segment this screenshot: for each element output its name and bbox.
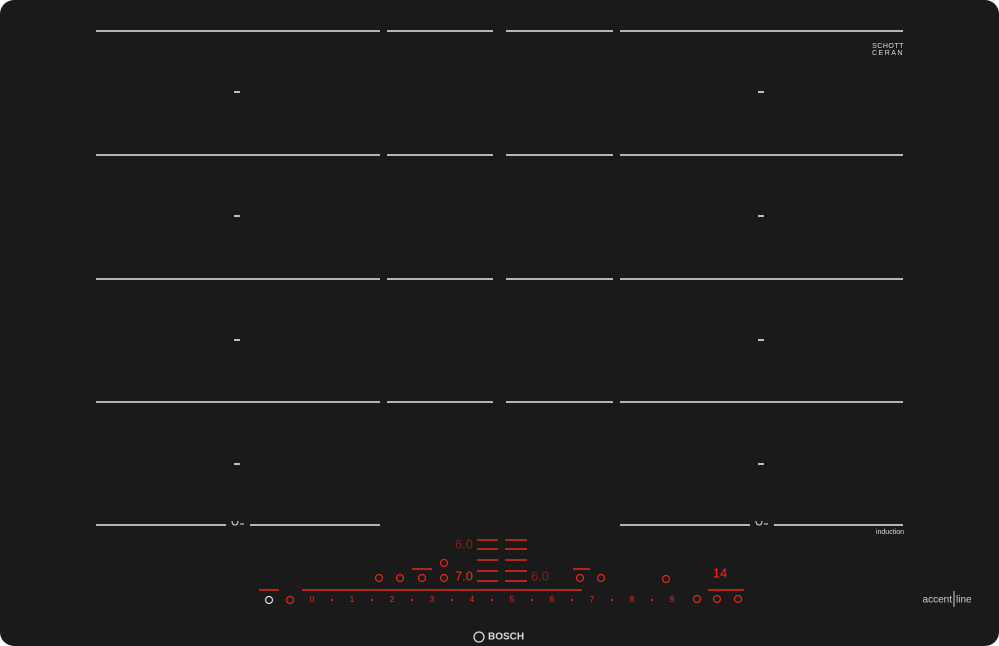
control-icon[interactable] [733,594,743,604]
control-icon[interactable] [692,594,702,604]
slider-dot [531,599,533,601]
series-name: line [956,595,972,606]
slider-step[interactable]: 2 [390,595,395,604]
series-name: accent [923,595,953,606]
control-icon[interactable] [661,574,671,584]
slider-step[interactable]: 8 [630,595,635,604]
control-icon[interactable] [575,573,585,583]
control-icon[interactable] [712,594,722,604]
induction-label: induction [876,529,904,536]
slider-step[interactable]: 0 [310,595,315,604]
zone-icon [755,520,768,526]
slider-step[interactable]: 1 [350,595,355,604]
display[interactable]: 6.0 [455,536,473,551]
control-icon[interactable] [417,573,427,583]
brand-logo [473,631,485,643]
slider-dot [651,599,653,601]
control-icon[interactable] [374,573,384,583]
control-icon[interactable] [395,573,405,583]
display[interactable]: 6.0 [531,568,549,583]
control-icon[interactable] [285,595,295,605]
slider-step[interactable]: 4 [470,595,475,604]
brand-name: BOSCH [488,632,524,643]
slider-step[interactable]: 7 [590,595,595,604]
slider-dot [331,599,333,601]
control-icon[interactable] [264,595,274,605]
slider-dot [571,599,573,601]
glass-logo: SCHOTT [872,43,904,50]
slider-dot [611,599,613,601]
timer-display[interactable]: 14 [713,565,727,580]
slider-dot [411,599,413,601]
slider-step[interactable]: 9 [670,595,675,604]
slider-dot [491,599,493,601]
display[interactable]: 7.0 [455,568,473,583]
glass-logo: CERAN [872,50,904,57]
zone-icon [231,520,244,526]
slider-step[interactable]: 5 [510,595,515,604]
control-icon[interactable] [439,558,449,568]
slider-dot [451,599,453,601]
slider-step[interactable]: 6 [550,595,555,604]
slider-step[interactable]: 3 [430,595,435,604]
control-icon[interactable] [596,573,606,583]
control-icon[interactable] [439,573,449,583]
slider-dot [371,599,373,601]
